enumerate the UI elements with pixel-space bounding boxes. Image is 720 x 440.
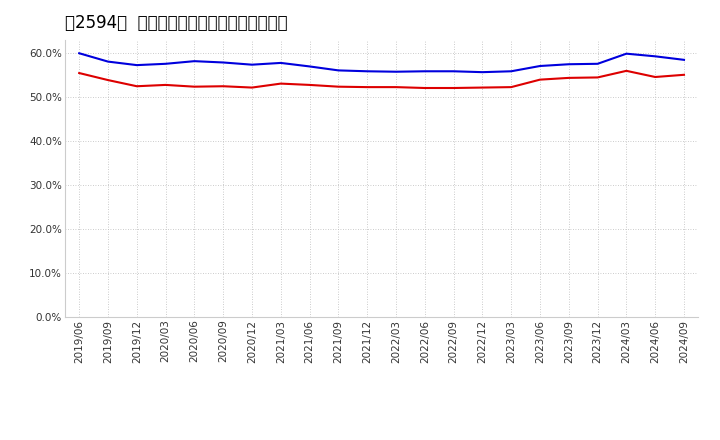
固定長期適合率 [219, 84, 228, 89]
固定比率 [276, 60, 285, 66]
固定長期適合率 [507, 84, 516, 90]
固定比率 [622, 51, 631, 56]
固定比率 [478, 70, 487, 75]
固定長期適合率 [276, 81, 285, 86]
固定長期適合率 [593, 75, 602, 80]
固定比率 [132, 62, 141, 68]
固定長期適合率 [104, 77, 112, 83]
固定比率 [593, 61, 602, 66]
固定長期適合率 [680, 72, 688, 77]
固定長期適合率 [536, 77, 544, 82]
固定比率 [219, 60, 228, 65]
固定長期適合率 [161, 82, 170, 88]
固定長期適合率 [420, 85, 429, 91]
固定比率 [420, 69, 429, 74]
固定比率 [305, 64, 314, 69]
固定比率 [161, 61, 170, 66]
固定比率 [104, 59, 112, 64]
固定長期適合率 [75, 70, 84, 76]
固定長期適合率 [305, 82, 314, 88]
固定比率 [564, 62, 573, 67]
固定長期適合率 [622, 68, 631, 73]
固定比率 [680, 57, 688, 62]
固定長期適合率 [132, 84, 141, 89]
Text: ［2594］  固定比率、固定長期適合率の推移: ［2594］ 固定比率、固定長期適合率の推移 [65, 15, 287, 33]
固定長期適合率 [363, 84, 372, 90]
固定長期適合率 [651, 74, 660, 80]
固定比率 [334, 68, 343, 73]
固定長期適合率 [449, 85, 458, 91]
固定長期適合率 [392, 84, 400, 90]
固定比率 [651, 54, 660, 59]
固定比率 [449, 69, 458, 74]
Line: 固定比率: 固定比率 [79, 53, 684, 72]
固定長期適合率 [190, 84, 199, 89]
固定長期適合率 [564, 75, 573, 81]
Line: 固定長期適合率: 固定長期適合率 [79, 71, 684, 88]
固定比率 [507, 69, 516, 74]
固定長期適合率 [478, 85, 487, 90]
固定比率 [363, 69, 372, 74]
固定長期適合率 [248, 85, 256, 90]
固定長期適合率 [334, 84, 343, 89]
固定比率 [536, 63, 544, 69]
固定比率 [248, 62, 256, 67]
固定比率 [392, 69, 400, 74]
固定比率 [75, 51, 84, 56]
固定比率 [190, 59, 199, 64]
